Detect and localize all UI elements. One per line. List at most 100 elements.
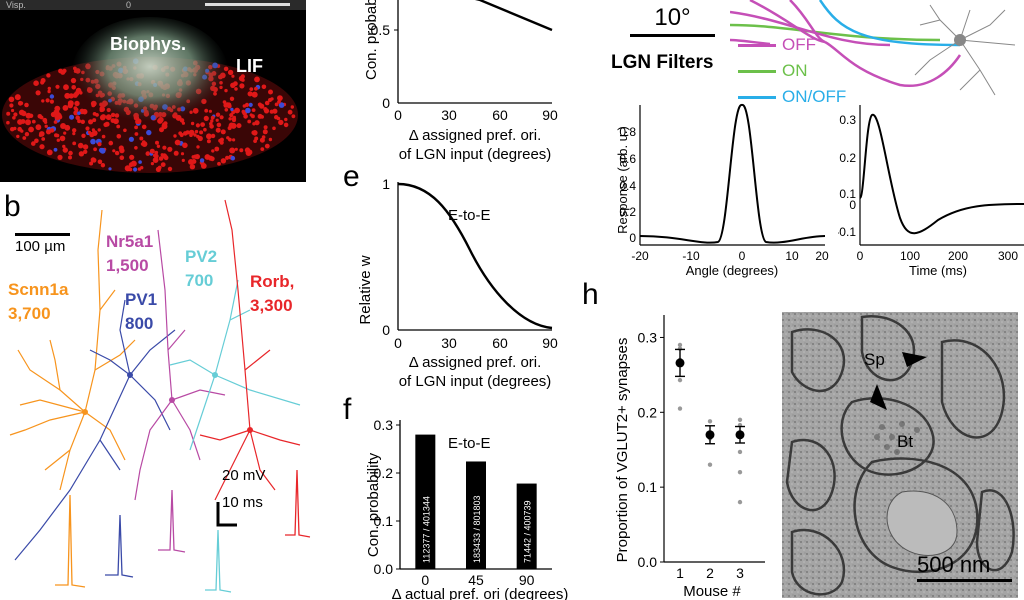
scatter-ytick-label: 0.0 bbox=[638, 554, 658, 570]
bar-count-label: 183433 / 801803 bbox=[472, 495, 482, 563]
svg-text:1: 1 bbox=[382, 176, 390, 192]
mean-point bbox=[675, 358, 685, 368]
bar-chart-con-probability: Con. probability 0.0 0.1 0.2 0.3 112377 / 4… bbox=[365, 417, 568, 600]
bar-ylabel: Con. probability bbox=[365, 452, 382, 557]
svg-text:0: 0 bbox=[739, 249, 746, 263]
scatter-vglut2: Proportion of VGLUT2+ synapses 0.3 0.2 0.1… bbox=[614, 315, 765, 600]
lgn-filters-title: LGN Filters bbox=[611, 52, 714, 73]
svg-text:300: 300 bbox=[998, 249, 1018, 263]
svg-text:90: 90 bbox=[542, 107, 558, 123]
temporal-curve bbox=[859, 113, 1024, 235]
bar-ytick-label: 0.1 bbox=[374, 513, 394, 529]
scatter-point bbox=[707, 462, 713, 467]
em-label-bt: Bt bbox=[897, 432, 914, 451]
scalebar-l bbox=[216, 502, 237, 527]
bar bbox=[415, 434, 436, 569]
scatter-point bbox=[737, 417, 743, 422]
em-scale-label: 500 nm bbox=[917, 552, 991, 577]
arrowhead-1 bbox=[902, 352, 927, 367]
scatter-point bbox=[737, 449, 743, 455]
svg-text:-10: -10 bbox=[682, 249, 700, 263]
plot-con-prob-top: Con. probab 0.5 0 0 30 60 90 Δ assigned … bbox=[363, 0, 558, 163]
bar-ytick-label: 0.3 bbox=[374, 417, 394, 433]
scale-10deg: 10° bbox=[630, 4, 715, 37]
cell-label-scnn1a: Scnn1a 3,700 bbox=[8, 280, 69, 323]
scatter-point bbox=[677, 406, 683, 411]
scatter-point bbox=[677, 377, 683, 383]
rorb-morphology bbox=[199, 199, 301, 501]
svg-text:Δ assigned pref. ori.: Δ assigned pref. ori. bbox=[409, 354, 542, 371]
pv1-morphology bbox=[14, 299, 176, 561]
svg-text:Time (ms): Time (ms) bbox=[909, 263, 967, 278]
bar-ytick-label: 0.2 bbox=[374, 465, 394, 481]
legend-on: ON bbox=[738, 58, 846, 84]
top-num: 0 bbox=[126, 0, 131, 10]
spike-trace-pv1 bbox=[105, 514, 134, 578]
svg-text:2: 2 bbox=[706, 565, 714, 581]
svg-text:0.2: 0.2 bbox=[839, 151, 856, 165]
scatter-ytick-label: 0.2 bbox=[638, 404, 658, 420]
bar-count-label: 71442 / 400739 bbox=[523, 500, 533, 563]
mean-point bbox=[705, 430, 715, 440]
svg-text:Response (arb. u.): Response (arb. u.) bbox=[615, 126, 630, 234]
scale-100um: 100 µm bbox=[15, 233, 75, 255]
scatter-ytick-label: 0.1 bbox=[638, 479, 658, 495]
svg-text:Relative w: Relative w bbox=[357, 255, 374, 324]
scalebar-mv-label: 20 mV bbox=[222, 467, 266, 484]
nr5a1-morphology bbox=[134, 229, 226, 501]
ylabel: Con. probab bbox=[363, 0, 380, 80]
scatter-ytick-label: 0.3 bbox=[638, 329, 658, 345]
svg-text:100: 100 bbox=[900, 249, 920, 263]
bar-count-label: 112377 / 401344 bbox=[421, 496, 431, 563]
svg-text:0: 0 bbox=[394, 335, 402, 351]
svg-text:30: 30 bbox=[441, 107, 457, 123]
scale-10deg-label: 10° bbox=[654, 4, 691, 31]
svg-text:0: 0 bbox=[394, 107, 402, 123]
legend-off: OFF bbox=[738, 32, 846, 58]
svg-text:Mouse #: Mouse # bbox=[683, 583, 741, 600]
svg-text:20: 20 bbox=[815, 249, 829, 263]
plot-spatial-filter: Response (arb. u.) 0.8 0.6 0.4 0.2 0 -20… bbox=[615, 103, 829, 278]
svg-text:0.2: 0.2 bbox=[619, 205, 636, 219]
svg-text:Δ assigned pref. ori.: Δ assigned pref. ori. bbox=[409, 127, 542, 144]
network-render-svg: Visp. 0 Biophys. LIF bbox=[0, 0, 306, 173]
svg-text:0: 0 bbox=[849, 198, 856, 212]
panel-a-network-render: Visp. 0 Biophys. LIF bbox=[0, 0, 306, 182]
em-scale: 500 nm bbox=[917, 552, 1012, 582]
svg-text:10: 10 bbox=[785, 249, 799, 263]
label-biophys: Biophys. bbox=[110, 34, 186, 54]
arrowhead-2 bbox=[870, 384, 887, 410]
svg-text:-20: -20 bbox=[631, 249, 649, 263]
svg-text:0: 0 bbox=[629, 231, 636, 245]
svg-text:200: 200 bbox=[948, 249, 968, 263]
legend-onoff: ON/OFF bbox=[738, 84, 846, 110]
svg-text:3: 3 bbox=[736, 565, 744, 581]
svg-text:0: 0 bbox=[382, 95, 390, 111]
cell-label-pv2: PV2 700 bbox=[185, 247, 218, 290]
scatter-point bbox=[707, 419, 713, 424]
spike-trace-nr5a1 bbox=[158, 489, 186, 553]
mean-point bbox=[735, 430, 745, 440]
em-texture bbox=[782, 312, 1018, 598]
bar-inner-label: E-to-E bbox=[448, 435, 491, 452]
bar-category-label: 0 bbox=[421, 572, 429, 588]
cell-label-nr5a1: Nr5a1 1,500 bbox=[106, 232, 154, 275]
svg-text:of LGN input (degrees): of LGN input (degrees) bbox=[399, 373, 552, 390]
svg-text:of LGN input (degrees): of LGN input (degrees) bbox=[399, 146, 552, 163]
top-text: Visp. bbox=[6, 0, 26, 10]
bar bbox=[466, 461, 486, 569]
lgn-legend: OFF ON ON/OFF bbox=[738, 32, 846, 110]
em-micrograph: Sp Bt 500 nm bbox=[782, 312, 1018, 598]
svg-text:0.1: 0.1 bbox=[839, 187, 856, 201]
svg-text:60: 60 bbox=[492, 335, 508, 351]
svg-text:0.6: 0.6 bbox=[619, 152, 636, 166]
cell-label-pv1: PV1 800 bbox=[125, 290, 158, 333]
inner-label: E-to-E bbox=[448, 207, 491, 224]
em-label-sp: Sp bbox=[864, 350, 885, 369]
svg-text:0: 0 bbox=[857, 249, 864, 263]
lgn-projection-diagram bbox=[730, 0, 1016, 96]
scalebar-ms-label: 10 ms bbox=[222, 494, 263, 511]
relative-w-curve bbox=[397, 182, 553, 330]
plot-temporal-filter: 0.3 0.2 0.1 0 -0.1 0 100 200 300 Time (m… bbox=[838, 105, 1024, 278]
svg-text:0.3: 0.3 bbox=[839, 113, 856, 127]
